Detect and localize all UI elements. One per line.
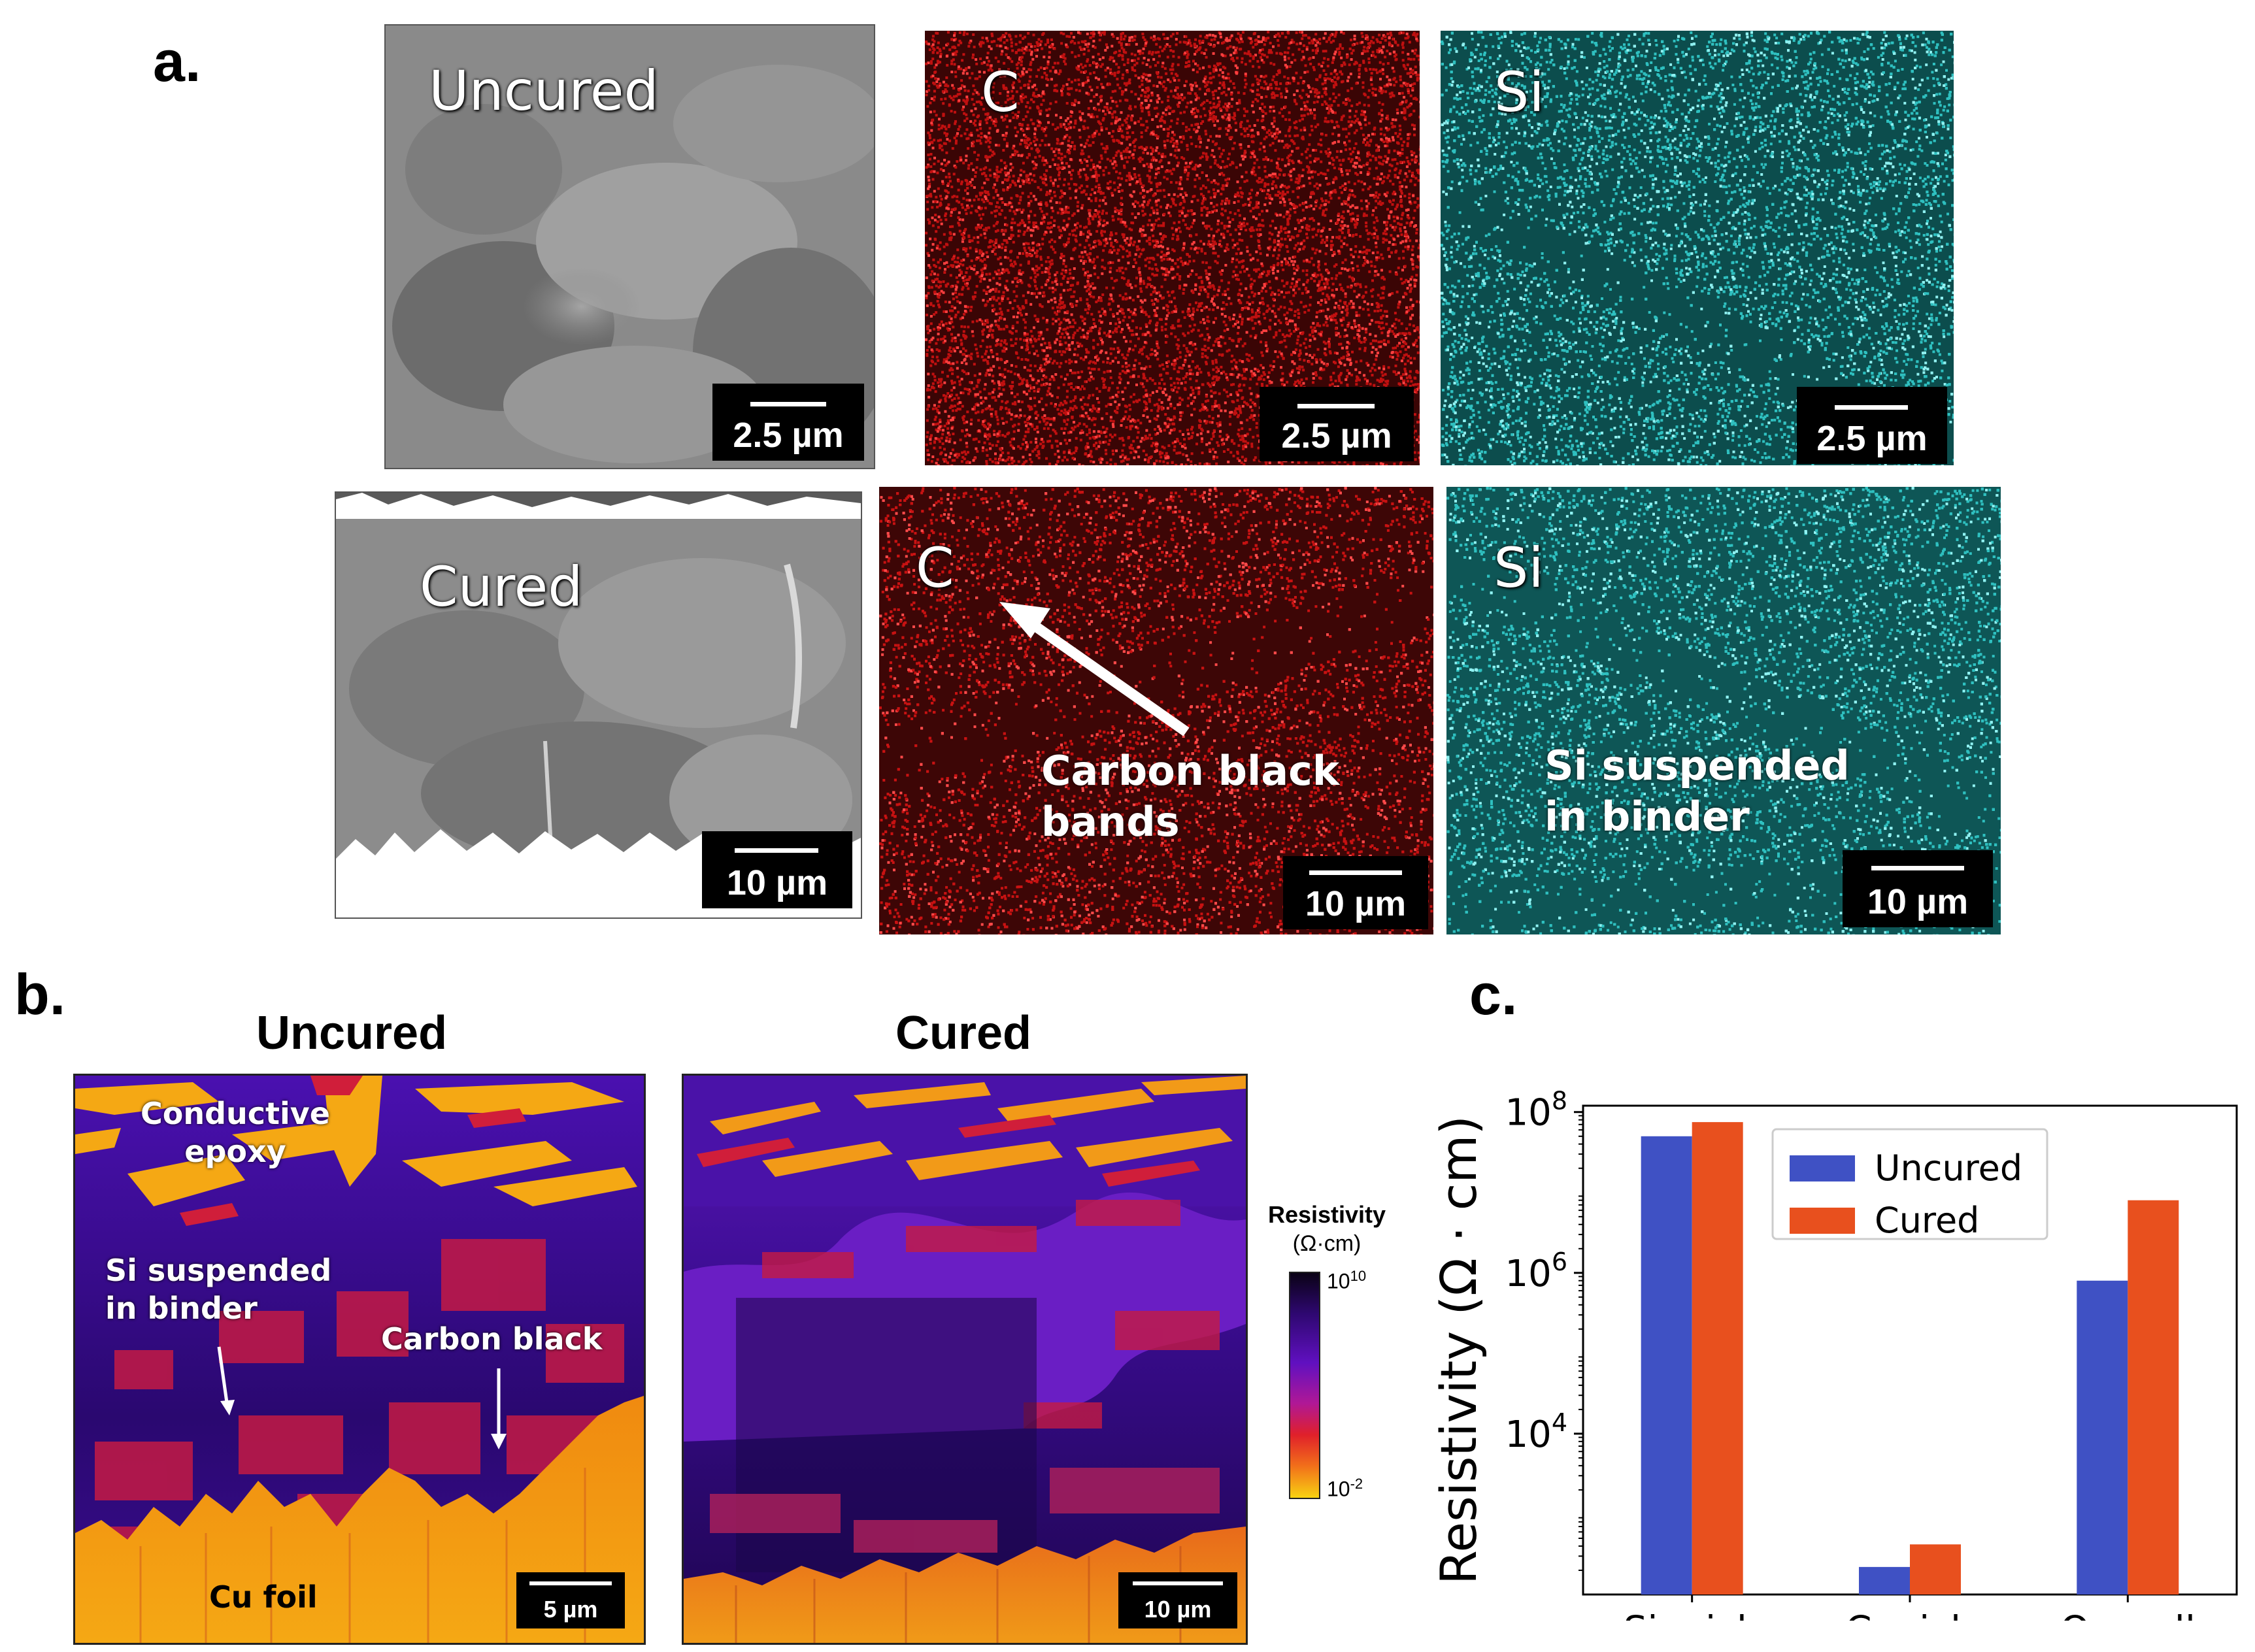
bar-cured-2 — [2128, 1200, 2179, 1594]
x-tick-label: Overall — [2060, 1608, 2196, 1621]
legend-label-cured: Cured — [1875, 1200, 1979, 1241]
panel-b-cured-title: Cured — [895, 1006, 1031, 1060]
bar-uncured-1 — [1859, 1566, 1910, 1594]
annotation-carbon-black: Carbon black — [381, 1321, 602, 1359]
scalebar-map-cured: 10 µm — [1118, 1572, 1237, 1628]
colorbar-unit: (Ω·cm) — [1255, 1231, 1399, 1257]
edx-silicon-top-image: Si 2.5 µm — [1441, 31, 1954, 465]
resistivity-map-uncured: Conductive epoxy Si suspended in binder … — [73, 1074, 646, 1645]
annotation-si-suspended: Si suspended in binder — [1545, 740, 1850, 842]
sem-cured-image: Cured 10 µm — [335, 491, 862, 919]
annotation-cu-foil: Cu foil — [209, 1579, 318, 1617]
legend: Uncured Cured — [1771, 1128, 2048, 1241]
panel-b-letter: b. — [14, 966, 65, 1023]
scalebar-carbon-top: 2.5 µm — [1260, 387, 1414, 461]
bar-cured-0 — [1692, 1122, 1743, 1594]
bar-cured-1 — [1910, 1544, 1961, 1594]
annotation-conductive-epoxy: Conductive epoxy — [141, 1095, 330, 1170]
tile-label-cured: Cured — [420, 559, 583, 614]
legend-swatch-uncured — [1790, 1155, 1855, 1181]
resistivity-map-cured-render — [684, 1076, 1246, 1643]
tile-label-silicon-top: Si — [1494, 65, 1545, 120]
scalebar-map-uncured: 5 µm — [516, 1572, 625, 1628]
edx-carbon-top-image: C 2.5 µm — [925, 31, 1420, 465]
sem-uncured-image: Uncured 2.5 µm — [384, 24, 875, 469]
scalebar-silicon-bottom: 10 µm — [1843, 850, 1993, 927]
bar-uncured-0 — [1641, 1136, 1692, 1594]
resistivity-bar-chart: 104 106 108 Si−rich C−rich Overall Resistivi… — [1429, 1087, 2238, 1621]
tile-label-uncured: Uncured — [429, 63, 659, 118]
tile-label-silicon-bottom: Si — [1494, 540, 1544, 595]
panel-c-letter: c. — [1469, 966, 1517, 1023]
legend-label-uncured: Uncured — [1875, 1148, 2022, 1189]
scalebar-silicon-top: 2.5 µm — [1797, 387, 1947, 464]
annotation-carbon-bands: Carbon black bands — [1041, 746, 1339, 847]
scalebar-cured: 10 µm — [702, 831, 852, 908]
edx-silicon-bottom-image: Si Si suspended in binder 10 µm — [1446, 487, 2001, 934]
tile-label-carbon-top: C — [981, 65, 1020, 120]
legend-swatch-cured — [1790, 1208, 1855, 1234]
colorbar — [1289, 1272, 1320, 1499]
colorbar-tick-high: 1010 — [1327, 1268, 1366, 1294]
scalebar-carbon-bottom: 10 µm — [1283, 856, 1428, 929]
tile-label-carbon-bottom: C — [916, 540, 954, 595]
scalebar-uncured: 2.5 µm — [712, 384, 864, 461]
carbon-band-arrow — [999, 602, 1190, 736]
x-tick-label: C−rich — [1845, 1608, 1975, 1621]
resistivity-map-cured: 10 µm — [682, 1074, 1248, 1645]
colorbar-tick-low: 10-2 — [1327, 1476, 1363, 1502]
resistivity-map-uncured-render — [75, 1076, 644, 1643]
x-tick-label: Si−rich — [1624, 1608, 1761, 1621]
bar-uncured-2 — [2077, 1280, 2128, 1594]
colorbar-title: Resistivity — [1255, 1201, 1399, 1229]
y-tick-label: 106 — [1505, 1247, 1567, 1295]
annotation-si-suspended-map: Si suspended in binder — [105, 1252, 331, 1327]
panel-b-uncured-title: Uncured — [256, 1006, 447, 1060]
y-tick-label: 108 — [1505, 1087, 1567, 1134]
y-tick-label: 104 — [1505, 1408, 1567, 1456]
panel-a-letter: a. — [153, 33, 201, 90]
y-axis-title: Resistivity (Ω · cm) — [1429, 1115, 1488, 1585]
edx-carbon-top-noise — [925, 31, 1420, 465]
edx-carbon-bottom-image: C Carbon black bands 10 µm — [879, 487, 1433, 934]
